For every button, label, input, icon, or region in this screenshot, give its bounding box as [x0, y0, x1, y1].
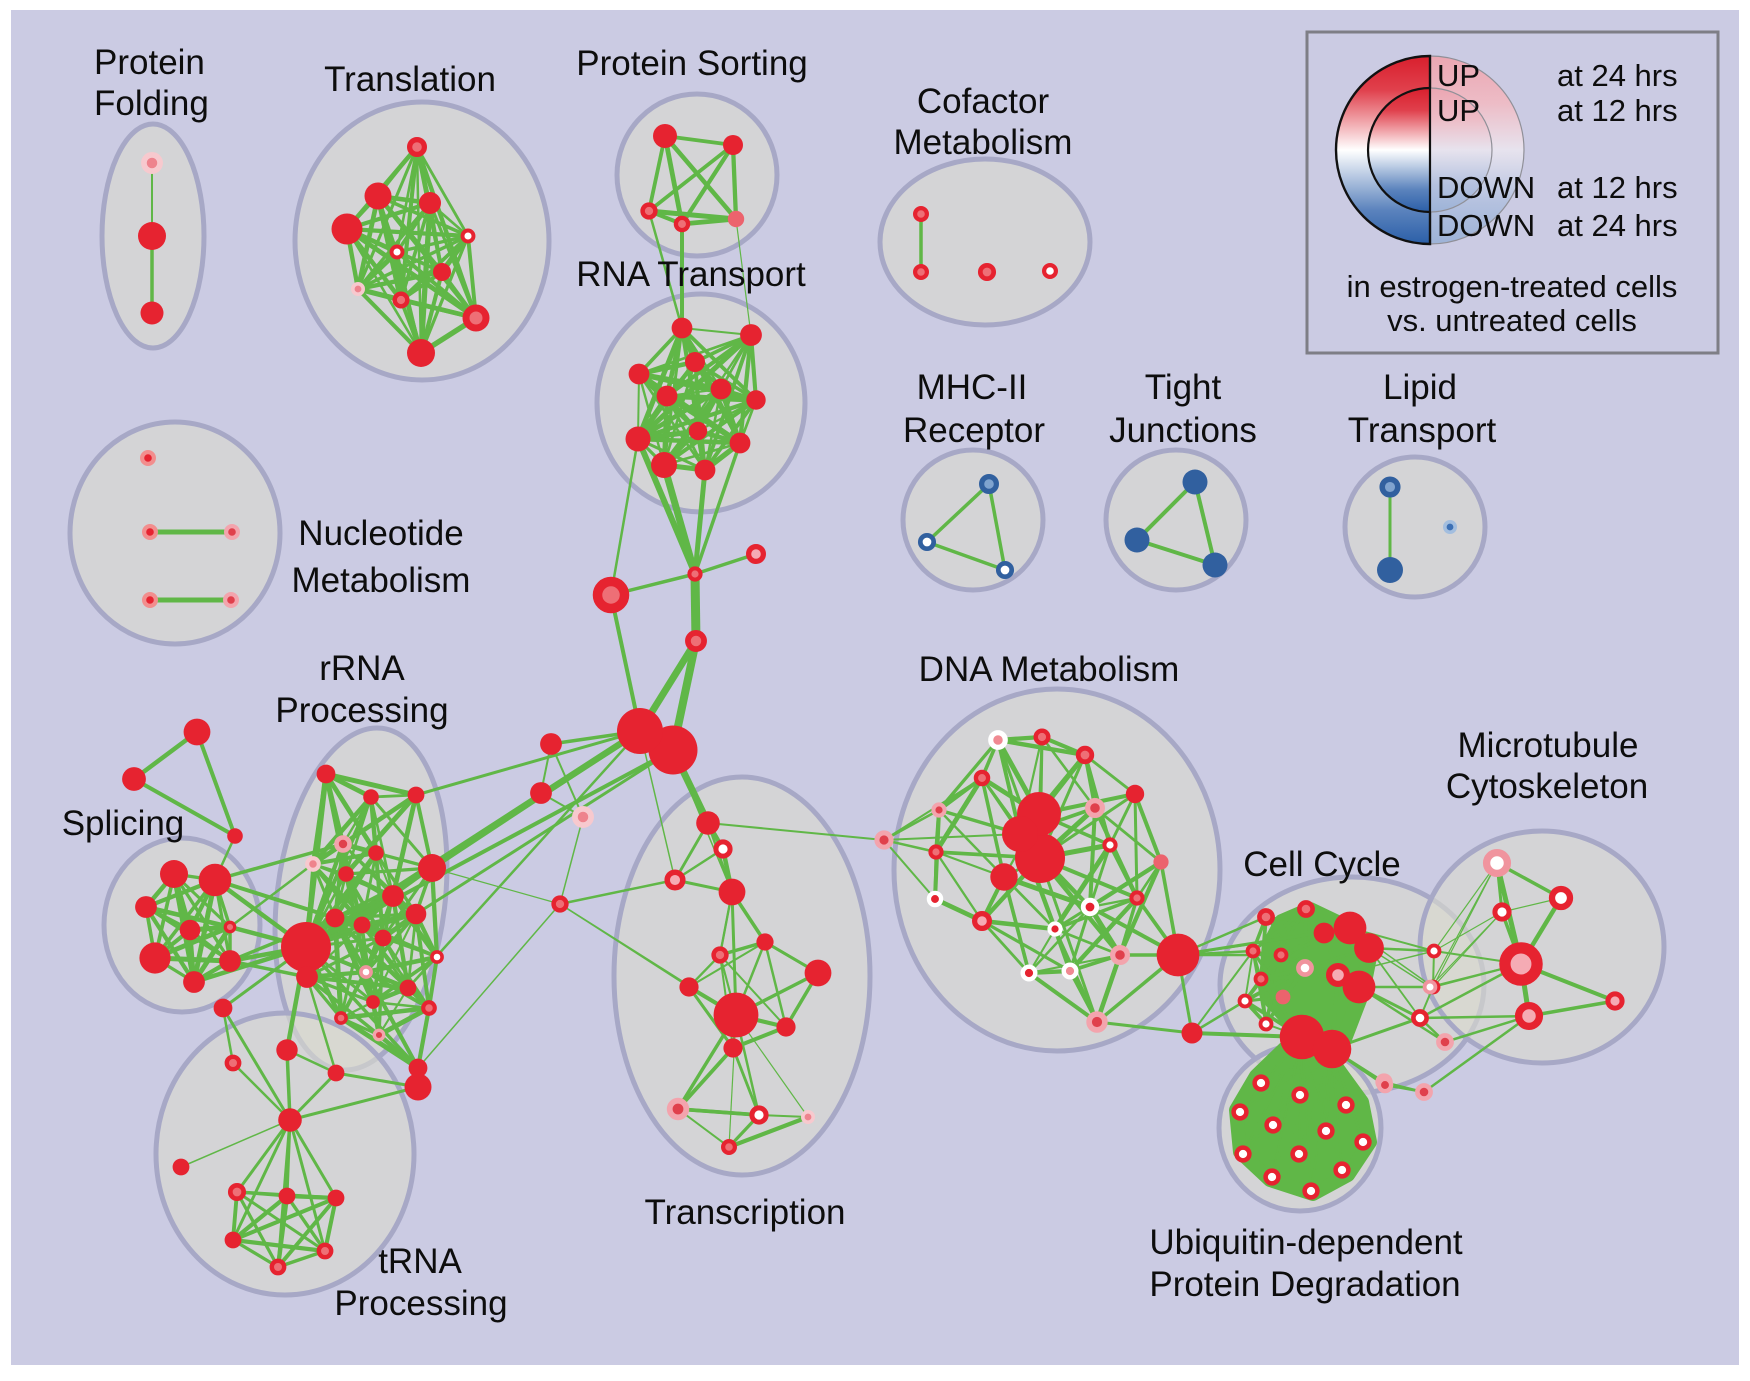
svg-text:vs. untreated cells: vs. untreated cells — [1387, 303, 1637, 338]
svg-text:Lipid: Lipid — [1383, 368, 1457, 407]
svg-text:Metabolism: Metabolism — [894, 123, 1073, 162]
svg-text:DOWN: DOWN — [1437, 208, 1535, 243]
svg-text:Splicing: Splicing — [62, 804, 185, 843]
svg-text:Protein Degradation: Protein Degradation — [1149, 1265, 1460, 1304]
svg-text:DOWN: DOWN — [1437, 170, 1535, 205]
svg-text:Folding: Folding — [94, 84, 209, 123]
svg-text:Protein: Protein — [94, 43, 205, 82]
svg-text:at 12 hrs: at 12 hrs — [1557, 93, 1678, 128]
svg-text:in estrogen-treated cells: in estrogen-treated cells — [1347, 269, 1678, 304]
svg-text:Cofactor: Cofactor — [917, 82, 1050, 121]
svg-text:Transport: Transport — [1348, 411, 1497, 450]
svg-text:Receptor: Receptor — [903, 411, 1045, 450]
svg-text:Junctions: Junctions — [1109, 411, 1257, 450]
svg-text:Protein Sorting: Protein Sorting — [576, 44, 808, 83]
svg-text:Metabolism: Metabolism — [292, 561, 471, 600]
svg-text:Cytoskeleton: Cytoskeleton — [1446, 767, 1648, 806]
svg-text:Cell Cycle: Cell Cycle — [1243, 845, 1401, 884]
svg-text:tRNA: tRNA — [378, 1242, 462, 1281]
svg-text:RNA Transport: RNA Transport — [576, 255, 806, 294]
svg-text:Processing: Processing — [334, 1284, 507, 1323]
svg-text:Processing: Processing — [275, 691, 448, 730]
svg-text:at 12 hrs: at 12 hrs — [1557, 170, 1678, 205]
svg-text:Microtubule: Microtubule — [1458, 726, 1639, 765]
svg-text:Ubiquitin-dependent: Ubiquitin-dependent — [1149, 1223, 1463, 1262]
svg-text:Tight: Tight — [1145, 368, 1222, 407]
svg-text:Transcription: Transcription — [645, 1193, 846, 1232]
svg-text:rRNA: rRNA — [319, 649, 405, 688]
svg-text:UP: UP — [1437, 93, 1480, 128]
svg-text:Translation: Translation — [324, 60, 496, 99]
svg-text:MHC-II: MHC-II — [917, 368, 1028, 407]
svg-text:at 24 hrs: at 24 hrs — [1557, 58, 1678, 93]
svg-text:Nucleotide: Nucleotide — [298, 514, 463, 553]
svg-text:UP: UP — [1437, 58, 1480, 93]
svg-text:DNA Metabolism: DNA Metabolism — [919, 650, 1180, 689]
svg-text:at 24 hrs: at 24 hrs — [1557, 208, 1678, 243]
